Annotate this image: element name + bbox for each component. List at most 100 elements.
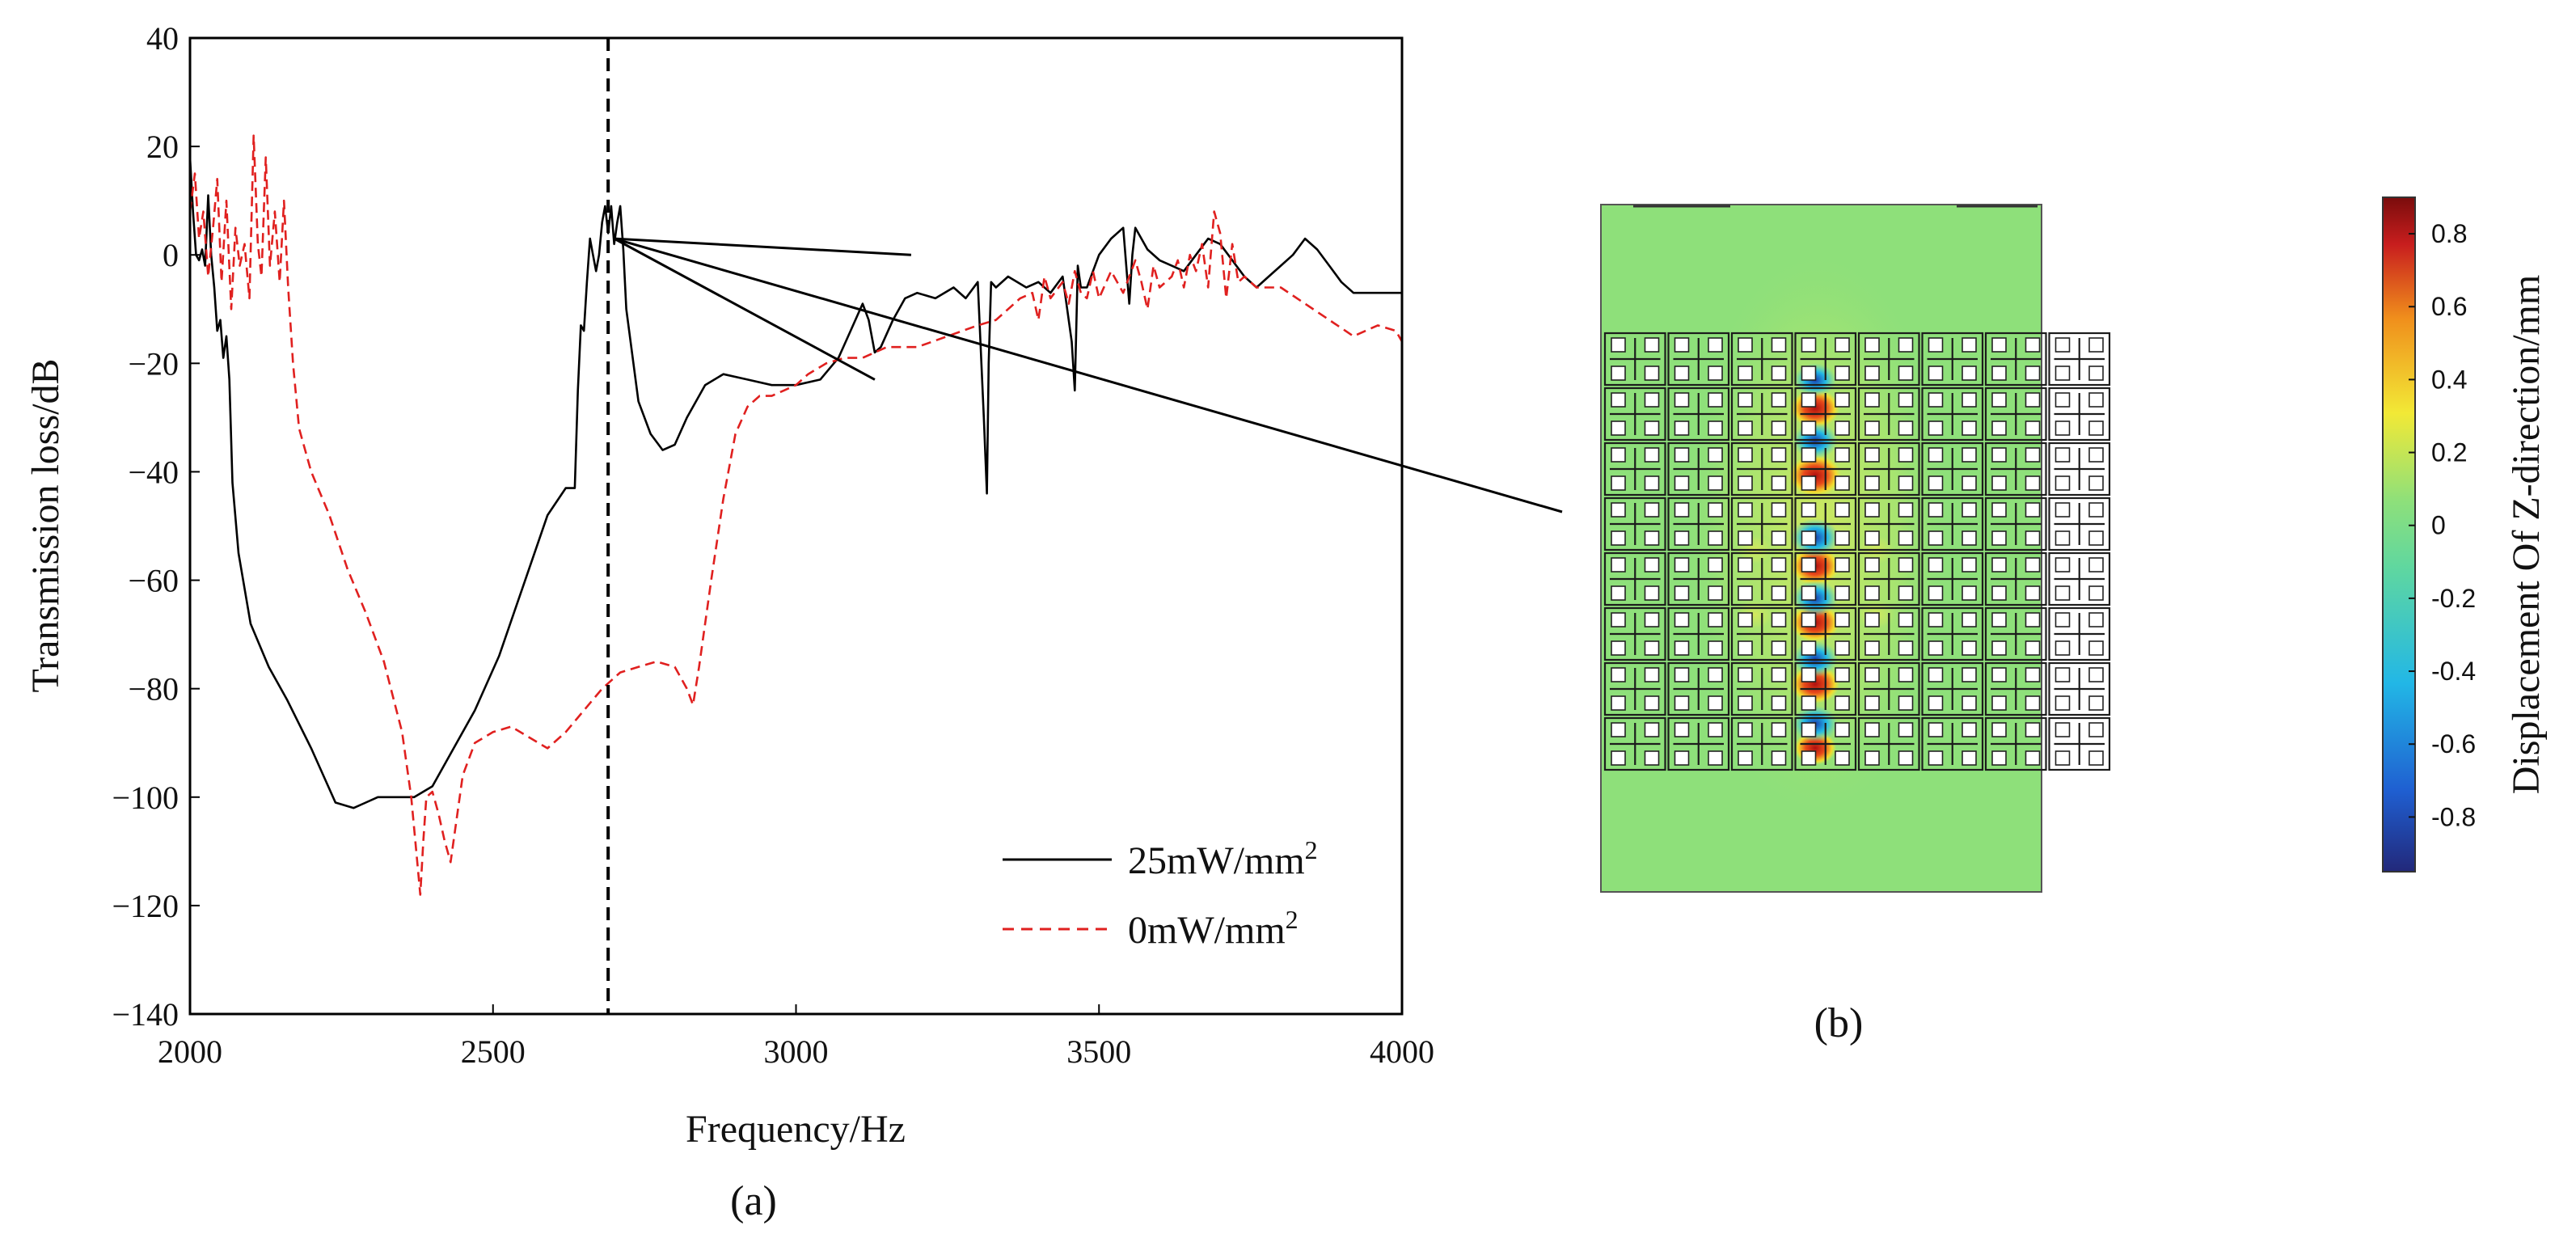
cavity-square	[1644, 695, 1660, 711]
cavity-square	[1674, 557, 1690, 573]
cavity-square	[1835, 695, 1850, 711]
cavity-square	[1864, 420, 1880, 436]
unit-cell-cross	[1864, 338, 1915, 380]
cavity-square	[1991, 557, 2007, 573]
cavity-square	[1898, 392, 1914, 408]
unit-cell-cross	[1610, 338, 1661, 380]
unit-cell-frame	[1984, 661, 2047, 716]
unit-cell-frame	[1921, 661, 1984, 716]
cavity-square	[1771, 337, 1787, 353]
unit-cell-frame	[1730, 332, 1793, 387]
cavity-square	[1611, 722, 1626, 737]
cavity-square	[2054, 420, 2071, 436]
x-tick-label: 3500	[1066, 1033, 1131, 1070]
cavity-square	[1611, 585, 1626, 601]
unit-cell	[1603, 551, 1666, 606]
unit-cell	[2048, 332, 2111, 387]
cavity-square	[2054, 695, 2071, 711]
cavity-square	[1611, 612, 1626, 627]
cavity-square	[1962, 530, 1977, 546]
unit-cell-cross	[1864, 448, 1915, 490]
cavity-square	[1898, 640, 1914, 656]
unit-cell-frame	[1794, 661, 1857, 716]
cavity-square	[2025, 557, 2041, 573]
unit-cell-cross	[1927, 613, 1978, 655]
unit-cell-cross	[1864, 723, 1915, 765]
unit-cell	[1984, 496, 2047, 551]
cavity-square	[1801, 420, 1817, 436]
unit-cell	[2048, 496, 2111, 551]
unit-cell-cross	[1737, 558, 1788, 600]
y-tick-label: 0	[163, 237, 179, 273]
cavity-square	[2054, 722, 2071, 737]
annotation-line	[614, 237, 911, 256]
cavity-square	[1801, 447, 1817, 463]
cavity-square	[1611, 420, 1626, 436]
unit-cell	[1857, 606, 1920, 661]
unit-cell	[1921, 442, 1984, 496]
colorbar-tick-label: -0.4	[2431, 657, 2476, 686]
cavity-square	[1801, 337, 1817, 353]
unit-cell-cross	[1673, 448, 1724, 490]
unit-cell-frame	[1667, 442, 1730, 496]
cavity-square	[1962, 475, 1977, 491]
unit-cell-frame	[1603, 661, 1666, 716]
unit-cell-frame	[1667, 661, 1730, 716]
cavity-square	[1771, 502, 1787, 518]
cavity-square	[1644, 640, 1660, 656]
unit-cell-frame	[1984, 332, 2047, 387]
cavity-square	[2088, 640, 2104, 656]
cavity-square	[1708, 337, 1723, 353]
unit-cell-frame	[1921, 496, 1984, 551]
unit-cell-frame	[1730, 442, 1793, 496]
cavity-square	[1928, 420, 1944, 436]
cavity-square	[1991, 750, 2007, 766]
cavity-square	[1898, 722, 1914, 737]
unit-cell-frame	[2048, 716, 2111, 771]
cavity-square	[1962, 585, 1977, 601]
unit-cell-cross	[1610, 613, 1661, 655]
cavity-square	[1738, 420, 1753, 436]
cavity-square	[1611, 502, 1626, 518]
cavity-square	[1611, 750, 1626, 766]
unit-cell	[1921, 716, 1984, 771]
unit-cell	[1603, 661, 1666, 716]
cavity-square	[1962, 365, 1977, 381]
unit-cell-cross	[1610, 558, 1661, 600]
unit-cell	[1857, 442, 1920, 496]
cavity-square	[1962, 420, 1977, 436]
cavity-square	[1708, 392, 1723, 408]
unit-cell	[2048, 661, 2111, 716]
unit-cell	[1984, 387, 2047, 442]
unit-cell	[1794, 387, 1857, 442]
unit-cell	[1857, 551, 1920, 606]
cavity-square	[1991, 420, 2007, 436]
unit-cell-frame	[1857, 442, 1920, 496]
cavity-square	[1708, 695, 1723, 711]
cavity-square	[1674, 337, 1690, 353]
unit-cell-frame	[2048, 496, 2111, 551]
unit-cell-cross	[2054, 558, 2105, 600]
chart-series-layer	[188, 38, 1404, 1014]
cavity-square	[1708, 502, 1723, 518]
cavity-square	[1644, 475, 1660, 491]
cavity-square	[1708, 585, 1723, 601]
cavity-square	[1738, 447, 1753, 463]
cavity-square	[1771, 722, 1787, 737]
legend-label-0mw: 0mW/mm2	[1128, 905, 1299, 952]
cavity-square	[2025, 475, 2041, 491]
cavity-square	[1835, 557, 1850, 573]
unit-cell-frame	[1667, 606, 1730, 661]
unit-cell-cross	[1800, 613, 1851, 655]
cavity-square	[2054, 502, 2071, 518]
cavity-square	[1991, 447, 2007, 463]
cavity-square	[1771, 612, 1787, 627]
cavity-square	[1835, 420, 1850, 436]
cavity-square	[1708, 667, 1723, 682]
cavity-square	[1928, 530, 1944, 546]
cavity-square	[1708, 722, 1723, 737]
cavity-square	[1611, 695, 1626, 711]
unit-cell-cross	[1800, 393, 1851, 435]
cavity-square	[1801, 750, 1817, 766]
cavity-square	[1864, 475, 1880, 491]
